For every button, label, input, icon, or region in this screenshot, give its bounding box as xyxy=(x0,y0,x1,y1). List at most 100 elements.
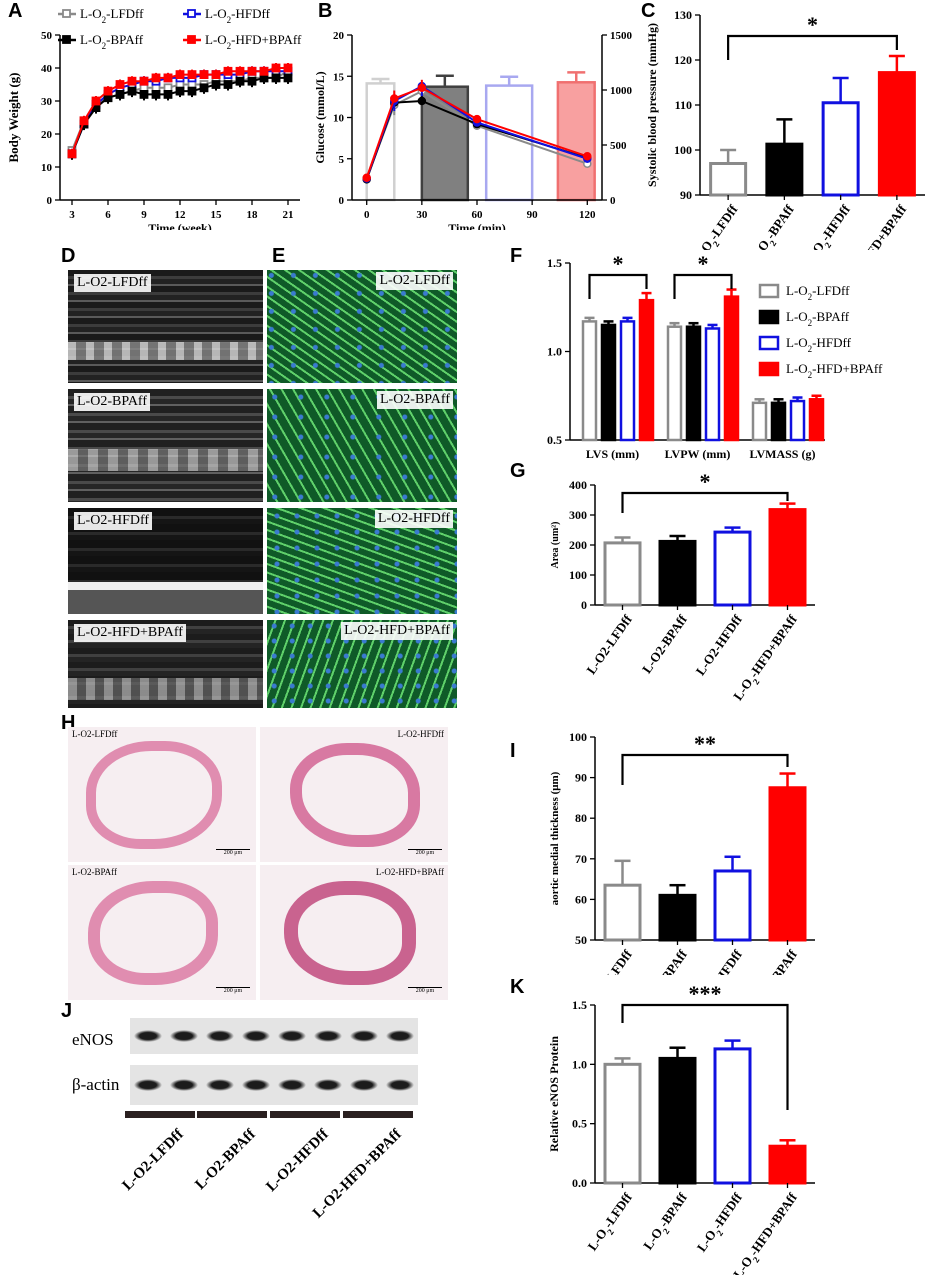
y-tick-label: 90 xyxy=(575,771,587,785)
y-axis-label: Body Weight (g) xyxy=(6,72,21,162)
label-subscript: 2 xyxy=(661,1226,672,1236)
x-tick-label: L-O2-HFDff xyxy=(694,1190,749,1257)
y-tick-label: 400 xyxy=(569,478,587,492)
legend-marker xyxy=(62,35,71,44)
label-part: -HFDff xyxy=(709,1190,745,1232)
data-point xyxy=(67,149,77,159)
label-subscript: 2 xyxy=(808,344,813,354)
if-label: L-O2-LFDff xyxy=(376,272,453,290)
echo-label: L-O2-BPAff xyxy=(74,393,151,411)
legend-marker xyxy=(187,9,196,18)
legend-label: L-O2-HFDff xyxy=(786,335,852,354)
y-tick-label: 50 xyxy=(575,933,587,947)
y2-tick-label: 1500 xyxy=(610,30,633,42)
panel-letter-e: E xyxy=(272,245,286,267)
blot-strip-beta-actin xyxy=(130,1065,418,1105)
panel-letter-j: J xyxy=(61,1000,73,1022)
y-tick-label: 200 xyxy=(569,538,587,552)
blot-group-label: L-O2-BPAff xyxy=(192,1126,259,1193)
label-subscript: 2 xyxy=(711,239,722,249)
x-tick-label: L-O2-HFDff xyxy=(694,947,749,975)
x-tick-label: 0 xyxy=(364,209,370,221)
label-subscript: 2 xyxy=(714,1228,725,1238)
auc-bar xyxy=(556,81,596,202)
legend-label: L-O2-BPAff xyxy=(80,32,144,51)
label-part: -BPAff xyxy=(106,32,144,47)
he-image-hfd: L-O2-HFDff 200 μm xyxy=(260,727,448,862)
label-subscript: 2 xyxy=(227,41,232,51)
data-point xyxy=(175,86,185,96)
y-tick-label: 15 xyxy=(333,71,345,83)
label-part: -HFDff xyxy=(812,335,851,350)
data-point xyxy=(187,86,197,96)
x-tick-label: L-O2-BPAff xyxy=(640,1190,694,1255)
data-point xyxy=(115,80,125,89)
panel-letter-i: I xyxy=(510,740,516,762)
legend-label: L-O2-BPAff xyxy=(786,309,850,328)
data-point xyxy=(583,152,592,161)
x-tick-label: 9 xyxy=(141,209,147,221)
he-label: L-O2-BPAff xyxy=(72,867,118,877)
data-point xyxy=(223,80,233,89)
label-part: -BPAff xyxy=(812,309,850,324)
bar xyxy=(709,162,748,197)
label-subscript: 2 xyxy=(822,240,833,250)
significance-label: * xyxy=(613,251,624,276)
echo-image-lfd: L-O2-LFDff xyxy=(68,270,263,383)
data-point xyxy=(211,70,221,79)
panel-letter-a: A xyxy=(8,0,23,22)
data-point xyxy=(163,90,173,99)
bar xyxy=(751,401,768,442)
if-image-lfd: L-O2-LFDff xyxy=(267,270,457,383)
label-part: -LFDff xyxy=(600,947,635,975)
echo-label: L-O2-HFD+BPAff xyxy=(74,624,186,642)
y-tick-label: 100 xyxy=(569,730,587,744)
y-tick-label: 1.0 xyxy=(547,345,562,359)
he-image-bpa: L-O2-BPAff 200 μm xyxy=(68,865,256,1000)
legend-marker xyxy=(187,35,196,44)
bar xyxy=(638,298,655,442)
chart-k-enos: 0.0 0.5 1.0 1.5 Relative eNOS Protein L-O2-LF… xyxy=(547,981,815,1275)
blot-group-label: L-O2-HFDff xyxy=(263,1126,332,1195)
bar xyxy=(658,893,697,942)
y2-tick-label: 0 xyxy=(610,195,616,207)
bar xyxy=(808,398,825,442)
y-tick-label: 50 xyxy=(41,30,53,42)
y-tick-label: 120 xyxy=(674,53,692,67)
label-part: L-O xyxy=(205,6,227,21)
data-point xyxy=(151,73,161,83)
x-axis-label: Time (min) xyxy=(448,221,505,230)
label-part: L-O2-LFDff xyxy=(583,612,635,677)
label-subscript: 2 xyxy=(102,41,107,51)
bar xyxy=(600,323,617,442)
data-point xyxy=(283,63,293,73)
x-tick-label: 12 xyxy=(175,209,187,221)
data-point xyxy=(127,76,137,86)
group-bar xyxy=(125,1111,195,1118)
label-part: -LFDff xyxy=(600,1190,635,1231)
label-part: -HFD+BPAff xyxy=(746,1190,800,1259)
label-subscript: 2 xyxy=(808,292,813,302)
label-part: L-O xyxy=(205,32,227,47)
y-tick-label: 100 xyxy=(569,568,587,582)
bar xyxy=(770,401,787,442)
data-point xyxy=(103,86,113,96)
label-subscript: 2 xyxy=(605,1227,616,1237)
data-point xyxy=(139,90,149,99)
blot-strip-enos xyxy=(130,1018,418,1054)
data-point xyxy=(271,73,281,83)
blot-group-label: L-O2-LFDff xyxy=(120,1126,188,1194)
bar xyxy=(713,869,752,942)
y-tick-label: 0.0 xyxy=(572,1176,587,1190)
bar xyxy=(789,399,806,442)
data-point xyxy=(163,73,173,83)
data-point xyxy=(199,70,209,79)
y-tick-label: 10 xyxy=(41,162,53,174)
label-subscript: 2 xyxy=(768,238,779,248)
y-axis-label: Area (um²) xyxy=(550,522,561,569)
bar xyxy=(713,530,752,607)
y-tick-label: 100 xyxy=(674,143,692,157)
bar xyxy=(877,71,916,197)
x-tick-label: 120 xyxy=(579,209,596,221)
y-tick-label: 20 xyxy=(41,129,53,141)
